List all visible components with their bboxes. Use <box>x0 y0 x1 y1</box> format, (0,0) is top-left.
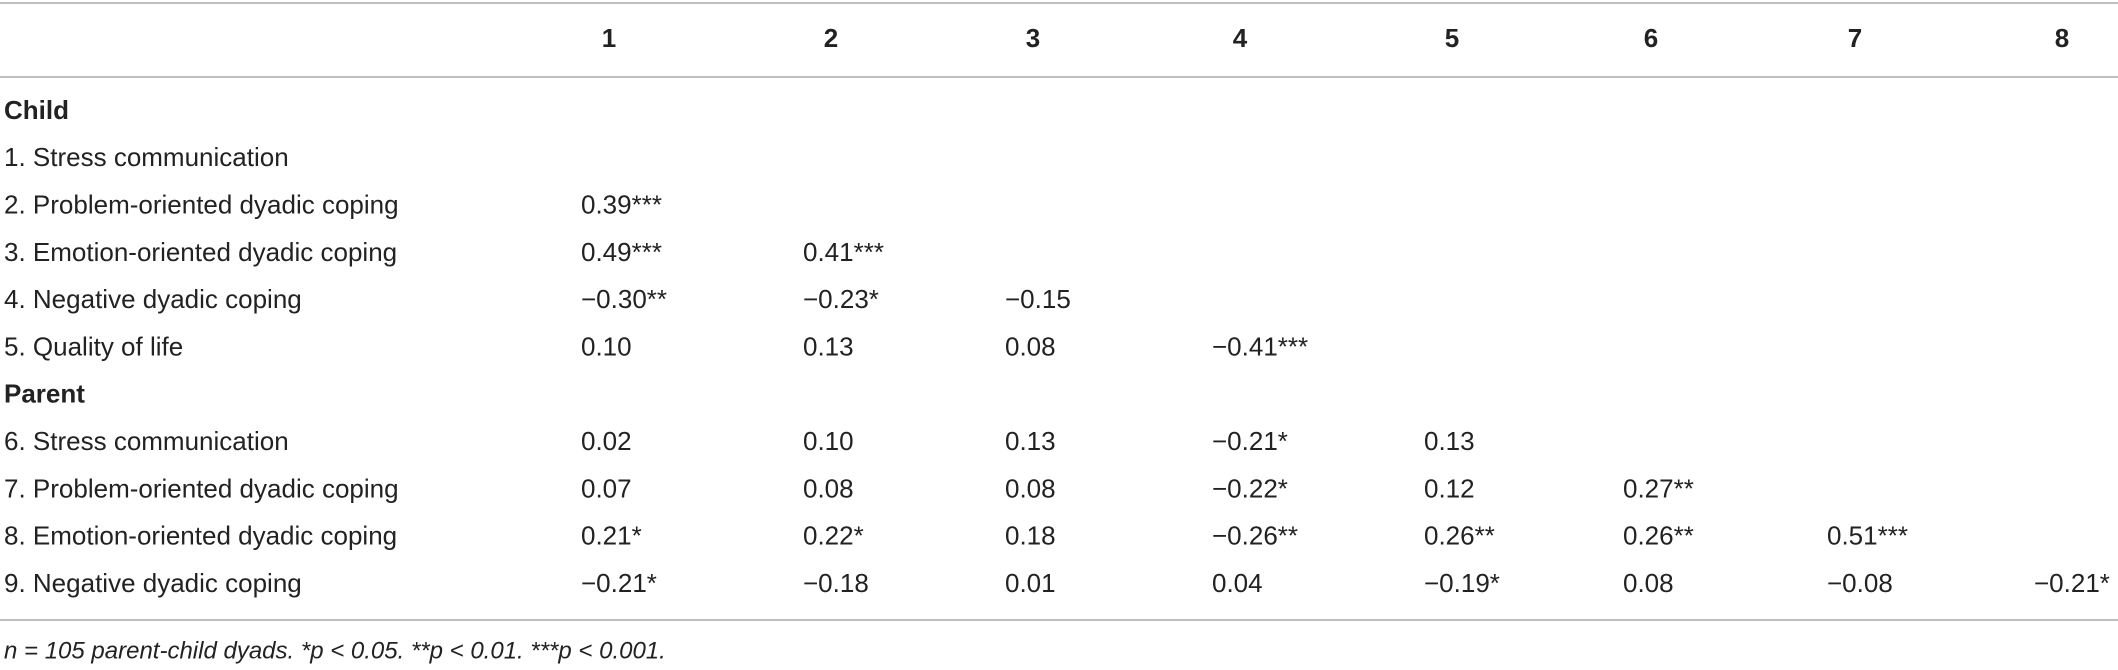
column-header: 7 <box>1848 23 1862 53</box>
cell: −0.18 <box>803 568 869 598</box>
cell: 0.41*** <box>803 237 884 267</box>
cell: −0.21* <box>1212 426 1288 456</box>
cell: 0.08 <box>803 473 854 503</box>
column-header: 3 <box>1026 23 1040 53</box>
cell: −0.08 <box>1827 568 1893 598</box>
cell: 0.10 <box>803 426 854 456</box>
cell: 0.01 <box>1005 568 1056 598</box>
column-header: 1 <box>602 23 616 53</box>
cell: 0.10 <box>581 331 632 361</box>
cell: 0.13 <box>803 331 854 361</box>
cell: 0.13 <box>1005 426 1056 456</box>
cell: 0.26** <box>1623 521 1694 551</box>
column-header: 5 <box>1445 23 1459 53</box>
cell: 0.04 <box>1212 568 1263 598</box>
cell: 0.22* <box>803 521 864 551</box>
cell: 0.08 <box>1005 473 1056 503</box>
cell: −0.19* <box>1424 568 1500 598</box>
row-label: 5. Quality of life <box>4 331 183 361</box>
cell: 0.39*** <box>581 189 662 219</box>
cell: 0.26** <box>1424 521 1495 551</box>
cell: −0.41*** <box>1212 331 1308 361</box>
row-label: 1. Stress communication <box>4 142 289 172</box>
section-title: Child <box>4 95 69 125</box>
footnote: n = 105 parent-child dyads. *p < 0.05. *… <box>4 637 666 664</box>
cell: 0.02 <box>581 426 632 456</box>
row-label: 4. Negative dyadic coping <box>4 284 302 314</box>
section-title: Parent <box>4 379 85 409</box>
cell: 0.12 <box>1424 473 1475 503</box>
cell: 0.08 <box>1623 568 1674 598</box>
cell: −0.23* <box>803 284 879 314</box>
cell: −0.22* <box>1212 473 1288 503</box>
cell: 0.21* <box>581 521 642 551</box>
row-label: 3. Emotion-oriented dyadic coping <box>4 237 397 267</box>
cell: −0.15 <box>1005 284 1071 314</box>
cell: 0.49*** <box>581 237 662 267</box>
column-header: 4 <box>1233 23 1248 53</box>
cell: 0.18 <box>1005 521 1056 551</box>
cell: −0.26** <box>1212 521 1298 551</box>
cell: −0.30** <box>581 284 667 314</box>
column-header: 8 <box>2055 23 2069 53</box>
column-header: 6 <box>1644 23 1658 53</box>
cell: −0.21* <box>581 568 657 598</box>
cell: 0.07 <box>581 473 632 503</box>
row-label: 2. Problem-oriented dyadic coping <box>4 189 399 219</box>
cell: 0.08 <box>1005 331 1056 361</box>
row-label: 9. Negative dyadic coping <box>4 568 302 598</box>
row-label: 6. Stress communication <box>4 426 289 456</box>
column-header: 2 <box>824 23 838 53</box>
cell: −0.21* <box>2034 568 2110 598</box>
row-label: 8. Emotion-oriented dyadic coping <box>4 521 397 551</box>
cell: 0.27** <box>1623 473 1694 503</box>
row-label: 7. Problem-oriented dyadic coping <box>4 473 399 503</box>
cell: 0.51*** <box>1827 521 1908 551</box>
cell: 0.13 <box>1424 426 1475 456</box>
